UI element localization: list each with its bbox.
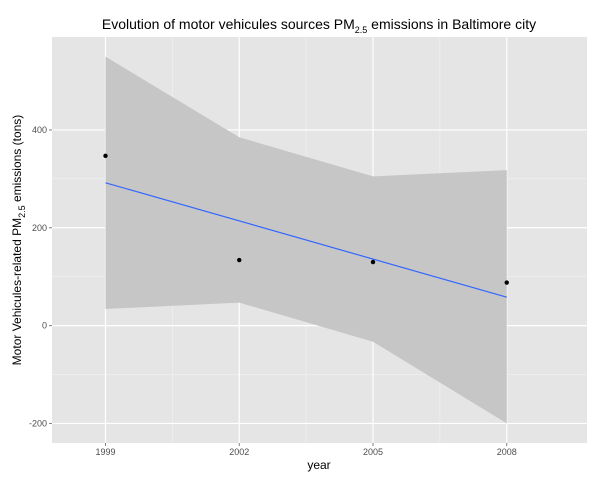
- y-axis-title-subscript: 2.5: [17, 205, 27, 218]
- y-tick-label: 0: [42, 321, 47, 331]
- chart-title: Evolution of motor vehicules sources PM2…: [102, 16, 536, 35]
- chart-title-suffix: emissions in Baltimore city: [367, 16, 536, 32]
- chart-title-prefix: Evolution of motor vehicules sources PM: [102, 16, 355, 32]
- y-axis-title-prefix: Motor Vehicules-related PM: [10, 218, 24, 365]
- data-point: [504, 280, 509, 285]
- data-point: [103, 153, 108, 159]
- y-tick-label: 400: [32, 125, 47, 135]
- y-tick-label: -200: [29, 418, 47, 428]
- x-axis: 1999 2002 2005 2008: [95, 443, 517, 457]
- y-axis-title: Motor Vehicules-related PM2.5 emissions …: [10, 115, 27, 366]
- data-point: [237, 257, 242, 263]
- data-points: [103, 153, 509, 285]
- x-tick-label: 2005: [363, 447, 383, 457]
- y-axis-title-suffix: emissions (tons): [10, 115, 24, 206]
- y-axis: -200 0 200 400: [29, 125, 52, 428]
- x-tick-label: 2008: [497, 447, 517, 457]
- fit-line: [105, 182, 507, 298]
- chart-title-subscript: 2.5: [355, 25, 368, 35]
- x-tick-label: 1999: [95, 447, 115, 457]
- y-tick-label: 200: [32, 223, 47, 233]
- x-axis-title: year: [307, 458, 330, 472]
- data-point: [370, 259, 376, 265]
- x-tick-label: 2002: [229, 447, 249, 457]
